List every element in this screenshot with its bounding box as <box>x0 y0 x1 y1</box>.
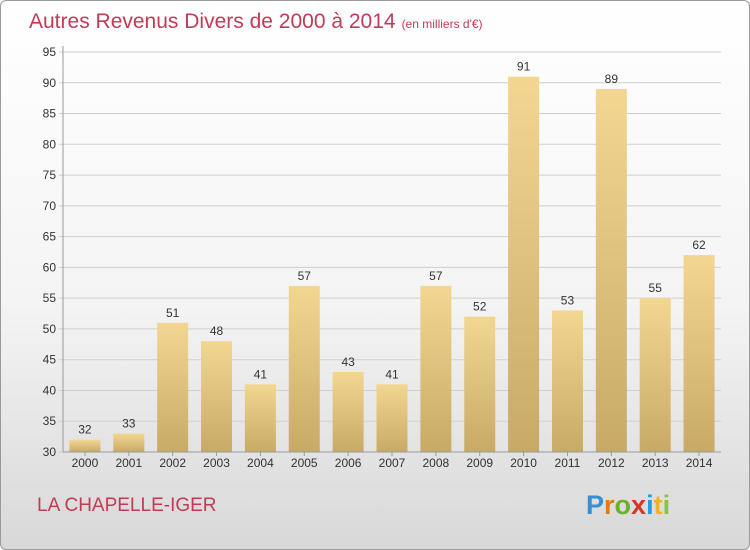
bar <box>113 433 145 452</box>
y-tick-label: 95 <box>43 45 57 59</box>
data-label: 52 <box>473 300 487 314</box>
x-tick-label: 2014 <box>686 456 713 470</box>
x-tick-label: 2002 <box>159 456 186 470</box>
bar <box>639 298 671 452</box>
bars <box>69 76 715 452</box>
x-tick-label: 2011 <box>555 456 581 470</box>
y-tick-label: 70 <box>43 199 57 213</box>
x-tick-label: 2006 <box>335 456 362 470</box>
data-label: 55 <box>649 281 663 295</box>
y-tick-label: 55 <box>43 291 57 305</box>
x-tick-label: 2008 <box>423 456 450 470</box>
x-tick-label: 2004 <box>247 456 274 470</box>
data-label: 32 <box>78 423 92 437</box>
data-labels: 32 33 51 48 41 57 43 41 57 52 91 53 89 55 62 <box>78 60 706 437</box>
data-label: 33 <box>122 417 136 431</box>
data-label: 48 <box>210 324 224 338</box>
bar <box>288 285 320 452</box>
x-tick-label: 2010 <box>510 456 537 470</box>
data-label: 57 <box>298 269 312 283</box>
y-tick-label: 50 <box>43 322 57 336</box>
x-tick-label: 2012 <box>598 456 625 470</box>
bar <box>683 255 715 452</box>
y-tick-label: 80 <box>43 137 57 151</box>
bar <box>244 384 276 452</box>
chart-subtitle: (en milliers d'€) <box>401 17 483 31</box>
data-label: 89 <box>605 72 619 86</box>
x-axis: 2000 2001 2002 2003 2004 2005 2006 2007 2008 2009… <box>63 451 721 470</box>
data-label: 43 <box>341 355 355 369</box>
y-tick-label: 45 <box>43 353 57 367</box>
data-label: 41 <box>385 367 399 381</box>
location-label: LA CHAPELLE-IGER <box>37 495 217 516</box>
x-tick-label: 2009 <box>466 456 493 470</box>
bar <box>464 316 496 452</box>
data-label: 62 <box>692 238 706 252</box>
x-tick-label: 2005 <box>291 456 318 470</box>
x-tick-label: 2013 <box>642 456 669 470</box>
x-tick-label: 2007 <box>379 456 406 470</box>
bar <box>551 310 583 452</box>
chart-title-text: Autres Revenus Divers de 2000 à 2014 <box>29 10 396 33</box>
y-axis: 30 35 40 45 50 55 60 65 70 75 80 85 90 95 <box>43 45 64 459</box>
bar <box>332 372 364 452</box>
data-label: 91 <box>517 60 531 74</box>
bar <box>157 322 189 452</box>
data-label: 53 <box>561 293 575 307</box>
data-label: 51 <box>166 306 180 320</box>
x-tick-label: 2003 <box>203 456 230 470</box>
bar <box>69 439 101 452</box>
y-tick-label: 90 <box>43 76 57 90</box>
bar <box>201 341 233 452</box>
x-tick-label: 2001 <box>115 456 142 470</box>
bar <box>420 285 452 452</box>
y-tick-label: 60 <box>43 260 57 274</box>
bar <box>595 88 627 452</box>
y-tick-label: 30 <box>43 445 57 459</box>
chart-title: Autres Revenus Divers de 2000 à 2014 (en … <box>29 10 483 34</box>
data-label: 41 <box>254 367 268 381</box>
proxiti-logo: Proxiti <box>586 490 671 520</box>
y-tick-label: 65 <box>43 230 57 244</box>
y-tick-label: 40 <box>43 383 57 397</box>
y-tick-label: 75 <box>43 168 57 182</box>
y-tick-label: 35 <box>43 414 57 428</box>
data-label: 57 <box>429 269 443 283</box>
bar <box>508 76 540 452</box>
y-tick-label: 85 <box>43 107 57 121</box>
x-tick-label: 2000 <box>72 456 99 470</box>
bar <box>376 384 408 452</box>
